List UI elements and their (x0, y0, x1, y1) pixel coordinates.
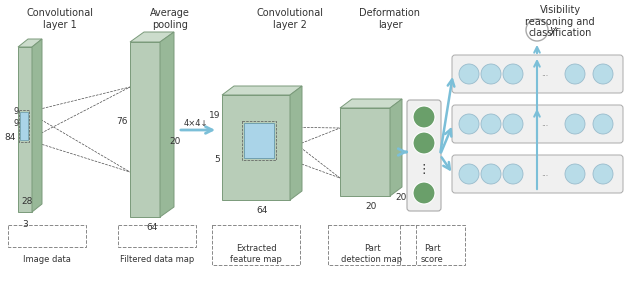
Circle shape (413, 182, 435, 204)
Bar (118, 225, 196, 247)
Text: Convolutional
layer 1: Convolutional layer 1 (26, 8, 93, 29)
Text: 64: 64 (147, 223, 157, 232)
Polygon shape (18, 47, 32, 212)
Polygon shape (290, 86, 302, 200)
Polygon shape (340, 108, 390, 196)
Polygon shape (130, 42, 160, 217)
FancyBboxPatch shape (407, 100, 441, 211)
Circle shape (503, 64, 523, 84)
Text: Filtered data map: Filtered data map (120, 255, 194, 264)
Polygon shape (130, 32, 174, 42)
Text: 28: 28 (21, 197, 33, 207)
Text: 19: 19 (209, 110, 220, 119)
Circle shape (565, 114, 585, 134)
Circle shape (593, 114, 613, 134)
Circle shape (481, 164, 501, 184)
Text: 20: 20 (365, 202, 377, 211)
Circle shape (593, 64, 613, 84)
FancyBboxPatch shape (452, 55, 623, 93)
Text: 64: 64 (256, 206, 268, 215)
Circle shape (481, 64, 501, 84)
Polygon shape (160, 32, 174, 217)
Text: Part
score: Part score (420, 244, 444, 264)
Circle shape (413, 132, 435, 154)
Text: Part
detection map: Part detection map (341, 244, 403, 264)
Text: 20: 20 (396, 194, 407, 203)
Text: ...: ... (541, 69, 548, 79)
Text: y: y (550, 25, 556, 35)
Polygon shape (244, 123, 274, 158)
Bar (8, 225, 86, 247)
Text: 4×4↓: 4×4↓ (184, 118, 208, 127)
Circle shape (526, 19, 548, 41)
Bar (400, 225, 465, 265)
Circle shape (413, 106, 435, 128)
Text: ...: ... (541, 170, 548, 179)
Circle shape (459, 64, 479, 84)
Text: 76: 76 (116, 118, 128, 127)
Polygon shape (222, 95, 290, 200)
Text: Average
pooling: Average pooling (150, 8, 190, 29)
Text: 5: 5 (214, 155, 220, 164)
Text: 9: 9 (13, 118, 19, 127)
Text: Visibility
reasoning and
classification: Visibility reasoning and classification (525, 5, 595, 38)
Text: 20: 20 (169, 138, 180, 147)
Polygon shape (20, 112, 28, 140)
Polygon shape (222, 86, 302, 95)
Text: Image data: Image data (23, 255, 71, 264)
Text: 84: 84 (4, 132, 16, 142)
Polygon shape (340, 99, 402, 108)
Polygon shape (390, 99, 402, 196)
Text: 3: 3 (22, 220, 28, 229)
Text: Deformation
layer: Deformation layer (360, 8, 420, 29)
Circle shape (565, 164, 585, 184)
Text: Extracted
feature map: Extracted feature map (230, 244, 282, 264)
Circle shape (593, 164, 613, 184)
Text: Convolutional
layer 2: Convolutional layer 2 (257, 8, 323, 29)
Polygon shape (32, 39, 42, 212)
Text: ...: ... (541, 119, 548, 129)
Bar (328, 225, 416, 265)
Circle shape (459, 164, 479, 184)
Circle shape (503, 114, 523, 134)
FancyBboxPatch shape (452, 155, 623, 193)
Bar (212, 225, 300, 265)
Polygon shape (18, 39, 42, 47)
Circle shape (565, 64, 585, 84)
Circle shape (503, 164, 523, 184)
FancyBboxPatch shape (452, 105, 623, 143)
Text: 9: 9 (13, 108, 19, 116)
Circle shape (459, 114, 479, 134)
Circle shape (481, 114, 501, 134)
Text: ⋮: ⋮ (418, 162, 430, 175)
